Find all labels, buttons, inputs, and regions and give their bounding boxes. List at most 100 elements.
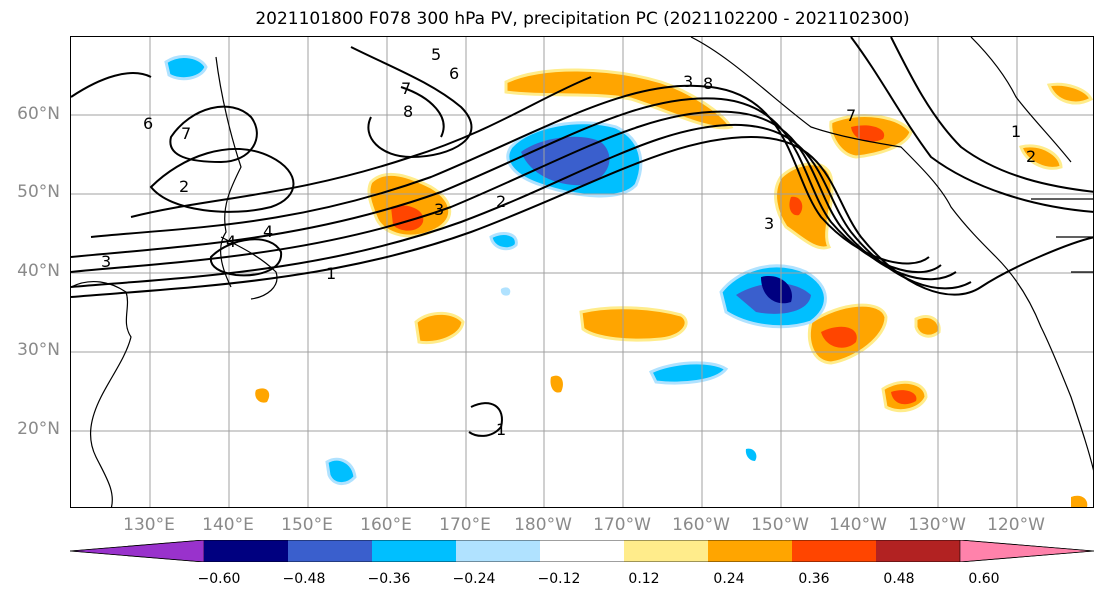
map-canvas: 1 1 1 2 2 2 3 3 3 3 4 4 5 6 6 7 7 7 8 8 bbox=[71, 37, 1093, 507]
precip-area bbox=[821, 326, 857, 348]
precip-area bbox=[745, 448, 757, 461]
contour-label: 3 bbox=[683, 72, 693, 91]
pv-contour bbox=[890, 37, 1093, 193]
colorbar-segment bbox=[708, 540, 793, 562]
japan-coast bbox=[220, 236, 278, 300]
lat-label-20n: 20°N bbox=[17, 419, 60, 439]
pv-contour bbox=[350, 46, 473, 159]
pv-contour bbox=[209, 238, 283, 277]
contour-label: 7 bbox=[181, 124, 191, 143]
contour-label: 3 bbox=[764, 214, 774, 233]
pv-contours bbox=[71, 37, 1093, 437]
lon-label-150e: 150°E bbox=[281, 515, 333, 535]
precip-area bbox=[789, 196, 803, 216]
pv-contour bbox=[90, 84, 930, 265]
contour-label: 3 bbox=[434, 200, 444, 219]
lon-label-170w: 170°W bbox=[593, 515, 651, 535]
precip-area bbox=[774, 162, 834, 250]
pv-contour-3 bbox=[71, 110, 957, 281]
pv-contour bbox=[149, 148, 295, 213]
pv-contour bbox=[468, 402, 503, 437]
colorbar-tick-label: 0.60 bbox=[968, 571, 1000, 587]
precip-area bbox=[325, 457, 357, 485]
lon-label-180w: 180°W bbox=[514, 515, 572, 535]
colorbar-segment bbox=[959, 540, 1094, 562]
contour-label: 1 bbox=[496, 420, 506, 439]
lon-label-160e: 160°E bbox=[360, 515, 412, 535]
alaska-coast bbox=[690, 37, 1093, 471]
pv-contour bbox=[169, 105, 258, 164]
pv-contour bbox=[71, 72, 152, 98]
precip-area bbox=[648, 361, 729, 385]
lon-label-140w: 140°W bbox=[829, 515, 887, 535]
colorbar-segment bbox=[204, 540, 289, 562]
contour-label: 1 bbox=[1011, 122, 1021, 141]
lon-label-140e: 140°E bbox=[202, 515, 254, 535]
lon-label-120w: 120°W bbox=[987, 515, 1045, 535]
graticule bbox=[71, 37, 1093, 507]
contour-label: 4 bbox=[226, 232, 236, 251]
lat-label-40n: 40°N bbox=[17, 261, 60, 281]
colorbar-segments bbox=[70, 540, 1094, 562]
precip-area bbox=[1071, 495, 1088, 507]
colorbar-tick-label: 0.12 bbox=[628, 571, 660, 587]
lon-label-130w: 130°W bbox=[908, 515, 966, 535]
precip-area bbox=[255, 388, 270, 403]
contour-label: 5 bbox=[431, 45, 441, 64]
colorbar-tick-label: 0.48 bbox=[883, 571, 915, 587]
precip-area bbox=[521, 136, 610, 186]
lon-label-160w: 160°W bbox=[672, 515, 730, 535]
colorbar-segment bbox=[792, 540, 877, 562]
pv-contour bbox=[71, 97, 942, 274]
pv-contour-1 bbox=[71, 135, 1093, 298]
asia-coast bbox=[71, 280, 132, 507]
colorbar-tick-label: −0.24 bbox=[452, 571, 496, 587]
contour-label: 2 bbox=[1026, 147, 1036, 166]
colorbar-tick-label: −0.60 bbox=[197, 571, 241, 587]
colorbar bbox=[70, 540, 1094, 562]
lon-label-150w: 150°W bbox=[751, 515, 809, 535]
contour-label: 8 bbox=[403, 102, 413, 121]
pv-contour bbox=[400, 86, 445, 138]
colorbar-segment bbox=[70, 540, 205, 562]
colorbar-tick-label: −0.36 bbox=[367, 571, 411, 587]
colorbar-segment bbox=[624, 540, 709, 562]
precip-negative-areas bbox=[164, 55, 827, 485]
precip-area bbox=[891, 390, 917, 405]
contour-label: 1 bbox=[326, 264, 336, 283]
precip-area bbox=[1019, 144, 1063, 170]
lon-label-170e: 170°E bbox=[439, 515, 491, 535]
us-border bbox=[1031, 198, 1093, 273]
precip-area bbox=[164, 55, 208, 81]
precip-area bbox=[489, 232, 518, 251]
colorbar-tick-label: −0.48 bbox=[282, 571, 326, 587]
precip-area bbox=[414, 311, 465, 345]
contour-label: 4 bbox=[263, 222, 273, 241]
colorbar-segment bbox=[876, 540, 961, 562]
west-coast bbox=[970, 37, 1072, 163]
precip-area bbox=[500, 287, 511, 296]
contour-label: 8 bbox=[703, 74, 713, 93]
lat-label-50n: 50°N bbox=[17, 182, 60, 202]
colorbar-tick-label: 0.36 bbox=[798, 571, 830, 587]
colorbar-segment bbox=[540, 540, 625, 562]
colorbar-segment bbox=[456, 540, 541, 562]
contour-label: 6 bbox=[143, 114, 153, 133]
contour-label: 2 bbox=[179, 177, 189, 196]
colorbar-segment bbox=[288, 540, 373, 562]
precip-area bbox=[761, 276, 792, 304]
precip-area bbox=[504, 68, 734, 130]
precip-positive-areas bbox=[255, 68, 1093, 507]
colorbar-segment bbox=[372, 540, 457, 562]
lon-label-130e: 130°E bbox=[123, 515, 175, 535]
contour-label: 6 bbox=[449, 64, 459, 83]
contour-label: 7 bbox=[401, 79, 411, 98]
lat-label-60n: 60°N bbox=[17, 104, 60, 124]
figure-title: 2021101800 F078 300 hPa PV, precipitatio… bbox=[255, 9, 910, 29]
precip-area bbox=[914, 315, 941, 338]
colorbar-tick-label: −0.12 bbox=[537, 571, 581, 587]
precip-area bbox=[579, 306, 688, 342]
map-panel: 1 1 1 2 2 2 3 3 3 3 4 4 5 6 6 7 7 7 8 8 bbox=[70, 36, 1094, 508]
pv-contour-2 bbox=[71, 123, 972, 290]
contour-label: 2 bbox=[496, 192, 506, 211]
